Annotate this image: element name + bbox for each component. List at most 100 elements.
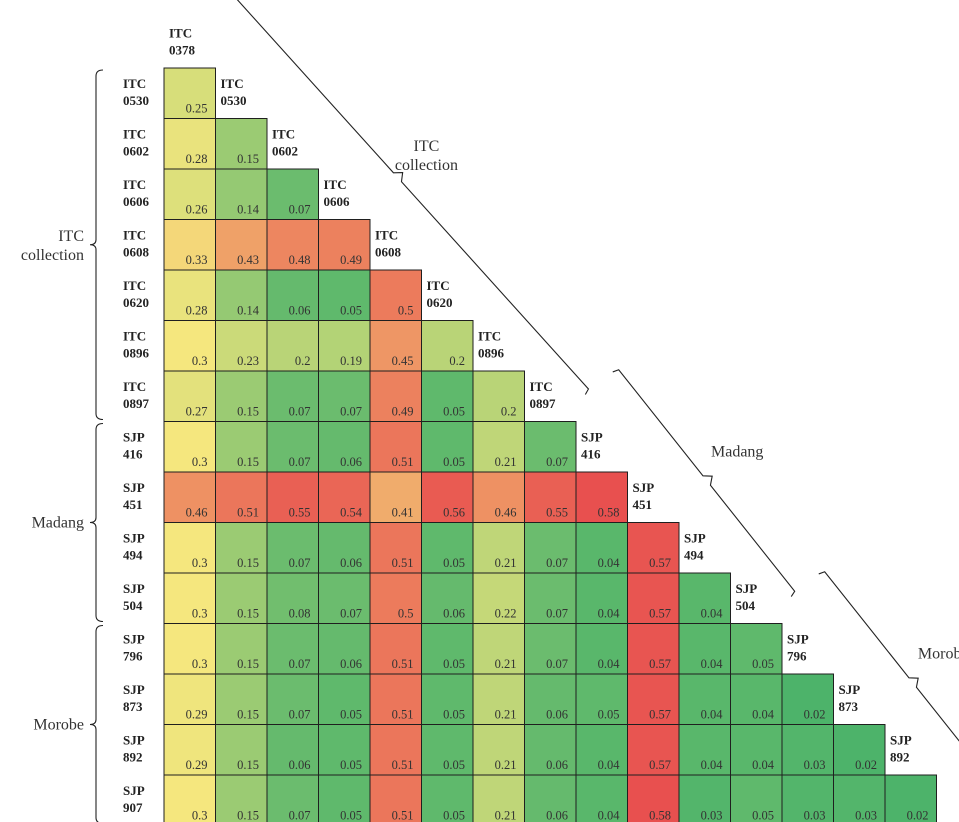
diagonal-label: ITC 0896	[478, 329, 505, 361]
cell-value-label: 0.51	[237, 506, 259, 520]
row-label: ITC 0602	[123, 127, 149, 159]
row-label: SJP 451	[123, 480, 145, 512]
heatmap-cell	[369, 774, 422, 822]
cell-value-label: 0.57	[649, 758, 671, 772]
cell-value-label: 0.15	[237, 809, 259, 822]
heatmap-cell	[421, 572, 474, 624]
cell-value-label: 0.04	[701, 657, 724, 671]
cell-value-label: 0.21	[495, 758, 517, 772]
cell-value-label: 0.05	[340, 708, 362, 722]
cell-value-label: 0.07	[289, 455, 311, 469]
cell-value-label: 0.21	[495, 809, 517, 822]
cell-value-label: 0.03	[855, 809, 877, 822]
heatmap-cell	[369, 572, 422, 624]
heatmap-cell	[472, 774, 525, 822]
group-bracket	[89, 422, 104, 623]
cell-value-label: 0.23	[237, 354, 259, 368]
heatmap-cell	[421, 522, 474, 574]
heatmap-cell	[421, 724, 474, 776]
heatmap-cell	[163, 118, 216, 170]
diagonal-label: ITC 0378	[169, 26, 196, 58]
diagonal-label: ITC 0530	[221, 76, 247, 108]
heatmap-cell	[369, 320, 422, 372]
cell-value-label: 0.3	[192, 809, 208, 822]
cell-value-label: 0.07	[546, 657, 568, 671]
heatmap-cell	[318, 219, 371, 271]
heatmap-cell	[318, 623, 371, 675]
heatmap-cell	[163, 623, 216, 675]
heatmap-cell	[524, 522, 577, 574]
group-bracket-diagonal	[236, 0, 590, 395]
cell-value-label: 0.26	[186, 203, 208, 217]
group-bracket-diagonal	[612, 369, 796, 597]
heatmap-cell	[730, 623, 783, 675]
cell-value-label: 0.57	[649, 556, 671, 570]
cell-value-label: 0.05	[340, 758, 362, 772]
cell-value-label: 0.05	[443, 809, 465, 822]
cell-value-label: 0.25	[186, 102, 208, 116]
cell-value-label: 0.46	[495, 506, 517, 520]
cell-value-label: 0.5	[398, 304, 414, 318]
cell-value-label: 0.07	[289, 556, 311, 570]
diagonal-label: SJP 873	[839, 682, 861, 714]
cell-value-label: 0.57	[649, 607, 671, 621]
cell-value-label: 0.07	[289, 657, 311, 671]
heatmap-cell	[215, 219, 268, 271]
cell-value-label: 0.48	[289, 253, 311, 267]
cell-value-label: 0.3	[192, 354, 208, 368]
cell-value-label: 0.43	[237, 253, 259, 267]
heatmap-cell	[730, 774, 783, 822]
heatmap-cell	[318, 522, 371, 574]
cell-value-label: 0.46	[186, 506, 208, 520]
cell-value-label: 0.51	[392, 809, 414, 822]
heatmap-cell	[472, 724, 525, 776]
heatmap-cell	[266, 320, 319, 372]
cell-value-label: 0.06	[340, 657, 362, 671]
heatmap-cell	[163, 673, 216, 725]
row-label: SJP 892	[123, 733, 145, 765]
heatmap-cell	[524, 623, 577, 675]
bracket-layer	[89, 0, 959, 822]
cell-value-label: 0.05	[443, 708, 465, 722]
heatmap-cell	[318, 320, 371, 372]
row-label: SJP 504	[123, 581, 145, 613]
cell-value-label: 0.3	[192, 455, 208, 469]
cell-value-label: 0.51	[392, 657, 414, 671]
cell-value-label: 0.22	[495, 607, 517, 621]
diagonal-label: ITC 0897	[530, 379, 557, 411]
cell-value-label: 0.55	[546, 506, 568, 520]
diagonal-label: ITC 0602	[272, 127, 298, 159]
heatmap-cell	[215, 269, 268, 321]
heatmap-cell	[215, 522, 268, 574]
sample-label-layer: ITC 0530 ITC 0602 ITC 0606 ITC 0608 ITC 0620 ITC 08…	[123, 26, 912, 816]
cell-value-label: 0.3	[192, 607, 208, 621]
row-label: ITC 0897	[123, 379, 150, 411]
cell-value-label: 0.15	[237, 405, 259, 419]
heatmap-cell	[627, 623, 680, 675]
cell-value-label: 0.51	[392, 556, 414, 570]
heatmap-cell	[627, 774, 680, 822]
cell-value-label: 0.21	[495, 556, 517, 570]
heatmap-cell	[884, 774, 937, 822]
group-label-diagonal: Morobe	[918, 645, 959, 662]
row-label: SJP 416	[123, 430, 145, 462]
heatmap-cell	[369, 724, 422, 776]
heatmap-cell	[472, 673, 525, 725]
cell-value-label: 0.51	[392, 455, 414, 469]
cell-value-label: 0.49	[340, 253, 362, 267]
heatmap-cell	[472, 370, 525, 422]
heatmap-cell	[163, 774, 216, 822]
cell-value-label: 0.15	[237, 708, 259, 722]
cell-value-label: 0.15	[237, 657, 259, 671]
cell-value-label: 0.06	[546, 708, 568, 722]
cell-value-label: 0.29	[186, 758, 208, 772]
heatmap-cell	[575, 774, 628, 822]
cell-value-label: 0.3	[192, 556, 208, 570]
row-label: SJP 796	[123, 632, 145, 664]
heatmap-cell	[215, 320, 268, 372]
heatmap-cell	[627, 673, 680, 725]
heatmap-cell	[472, 623, 525, 675]
diagonal-label: SJP 416	[581, 430, 603, 462]
heatmap-cell	[266, 623, 319, 675]
group-bracket	[89, 624, 104, 822]
